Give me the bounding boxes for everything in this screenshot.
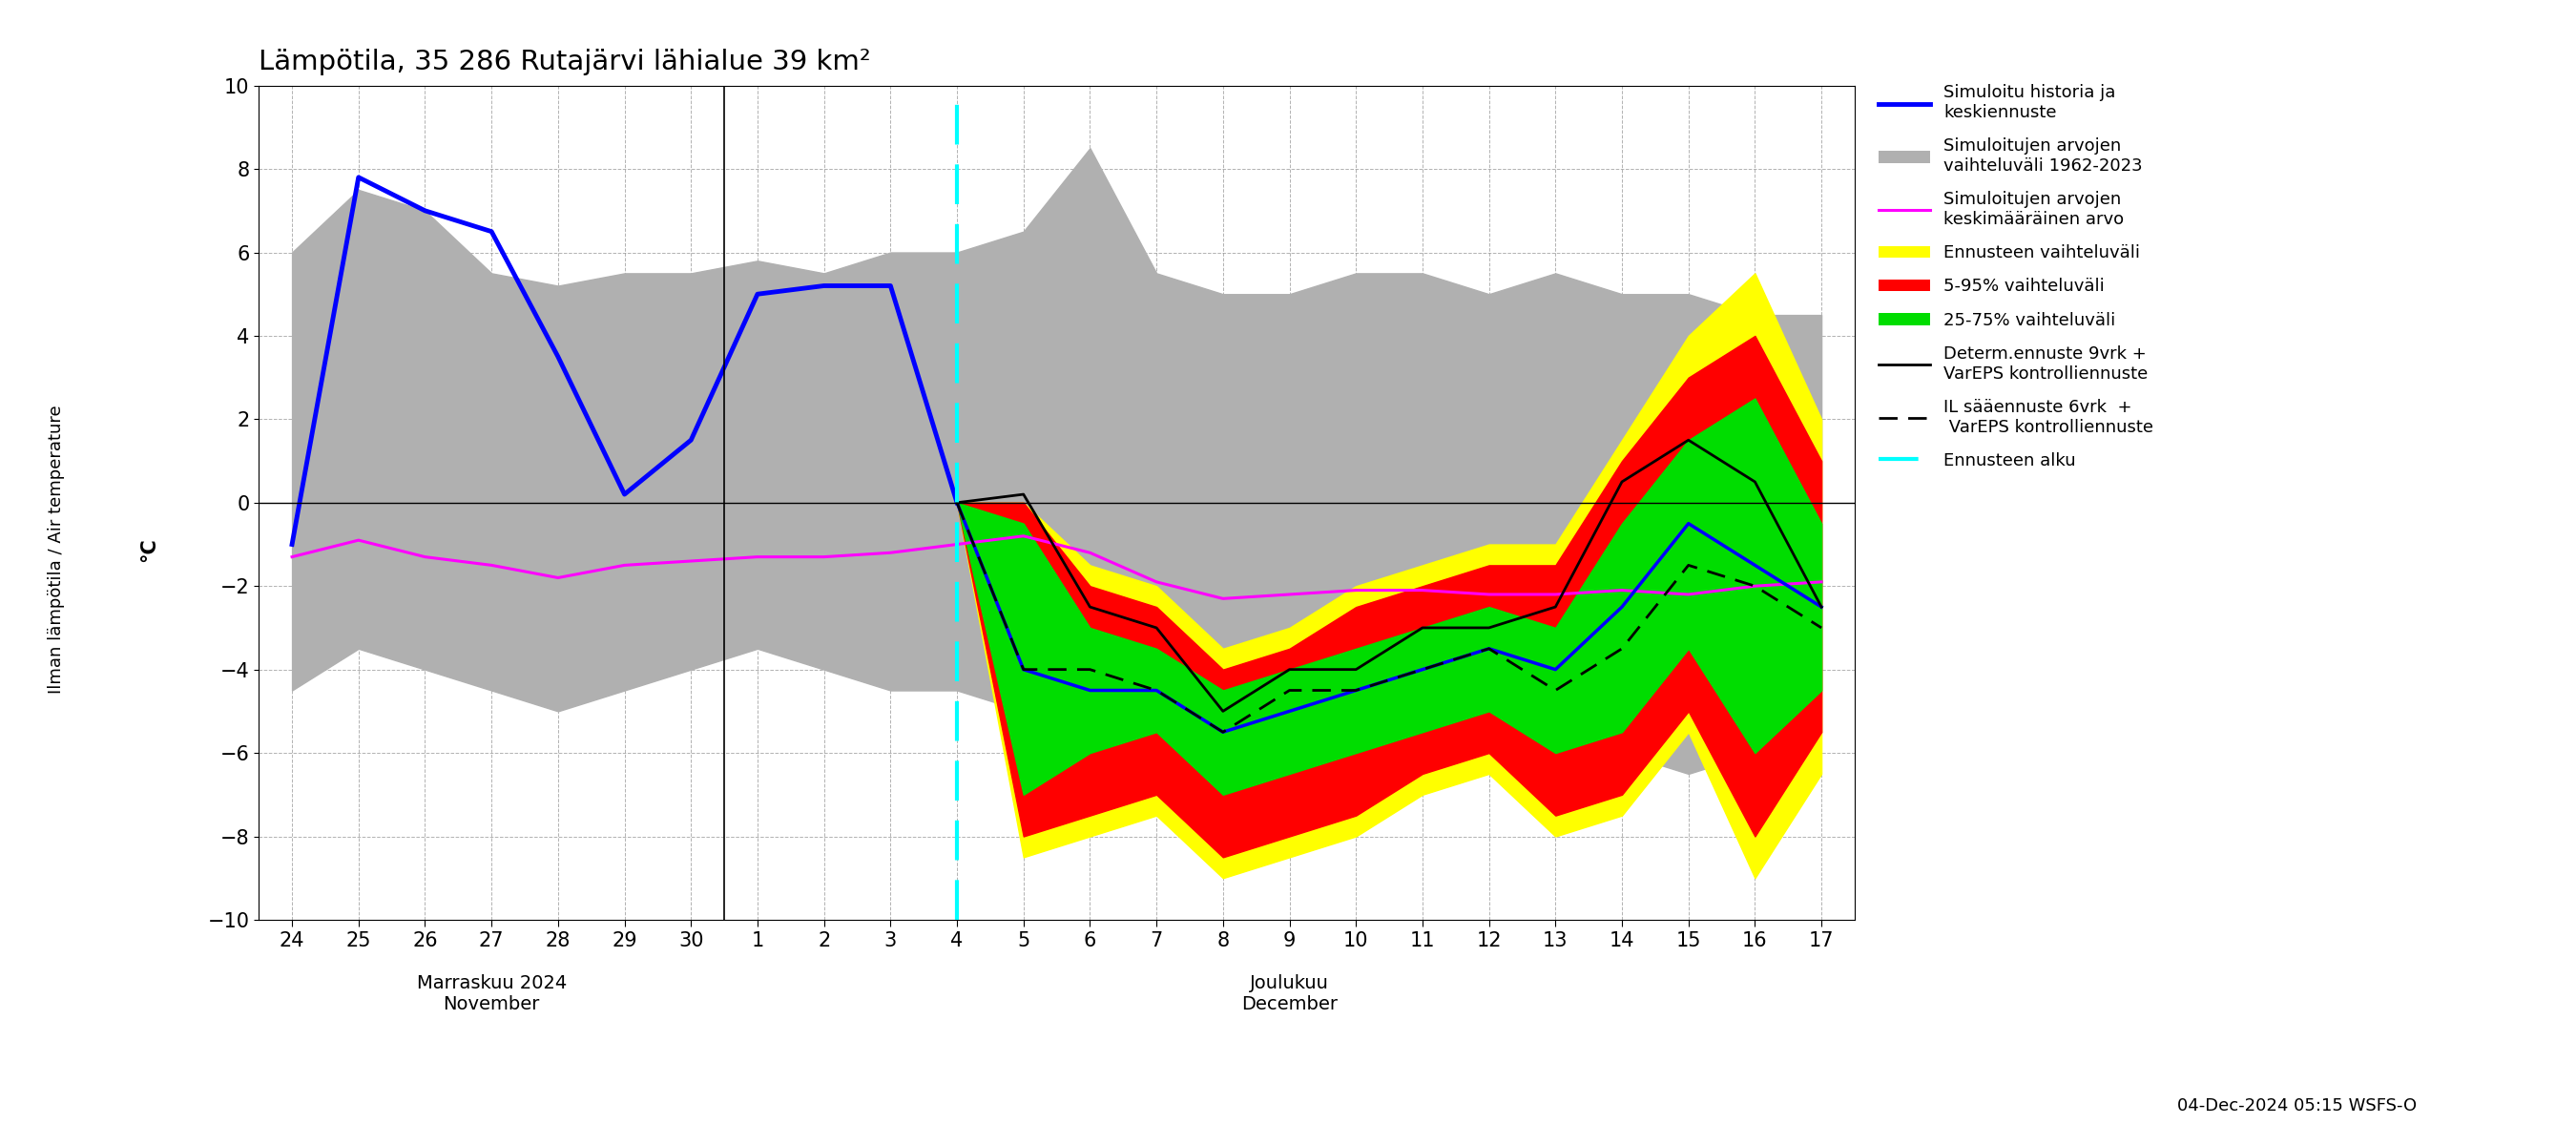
Text: Ilman lämpötila / Air temperature: Ilman lämpötila / Air temperature <box>49 405 64 694</box>
Text: °C: °C <box>139 537 160 562</box>
Legend: Simuloitu historia ja
keskiennuste, Simuloitujen arvojen
vaihteluväli 1962-2023,: Simuloitu historia ja keskiennuste, Simu… <box>1870 78 2161 476</box>
Text: 04-Dec-2024 05:15 WSFS-O: 04-Dec-2024 05:15 WSFS-O <box>2177 1097 2416 1114</box>
Text: Marraskuu 2024
November: Marraskuu 2024 November <box>417 974 567 1013</box>
Text: Joulukuu
December: Joulukuu December <box>1242 974 1337 1013</box>
Text: Lämpötila, 35 286 Rutajärvi lähialue 39 km²: Lämpötila, 35 286 Rutajärvi lähialue 39 … <box>258 48 871 76</box>
